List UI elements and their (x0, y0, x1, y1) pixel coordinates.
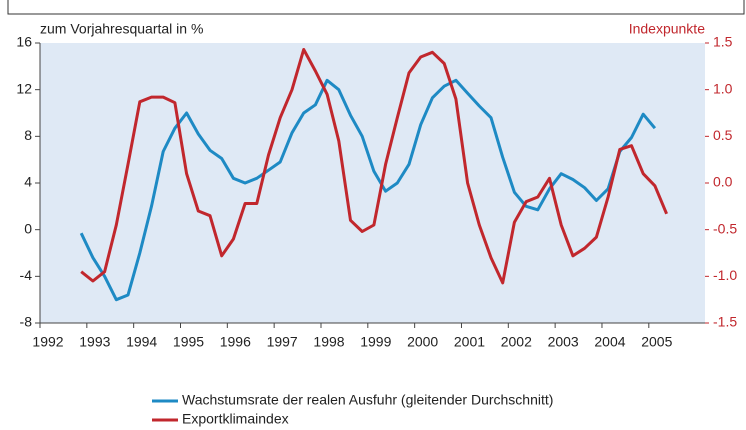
x-tick-label: 1993 (79, 334, 110, 350)
y2-tick-label: 1.0 (713, 80, 733, 96)
x-tick-label: 2000 (407, 334, 438, 350)
legend-label: Wachstumsrate der realen Ausfuhr (gleite… (182, 392, 553, 408)
y2-tick-label: -1.5 (713, 314, 737, 330)
x-tick-label: 2005 (641, 334, 672, 350)
x-tick-label: 1997 (267, 334, 298, 350)
series-line (80, 48, 668, 285)
y2-axis-label: Indexpunkte (629, 21, 705, 37)
x-tick-label: 1996 (220, 334, 251, 350)
y-axis-label: zum Vorjahresquartal in % (40, 21, 203, 37)
y-tick-label: 4 (24, 174, 32, 190)
y-tick-label: 16 (16, 34, 32, 50)
y-tick-label: 12 (16, 80, 32, 96)
y-tick-label: -4 (20, 267, 33, 283)
legend-label: Exportklimaindex (182, 411, 289, 427)
y2-tick-label: -1.0 (713, 267, 737, 283)
y2-tick-label: 0.5 (713, 127, 733, 143)
x-tick-label: 1994 (126, 334, 157, 350)
series-line (79, 78, 657, 302)
x-tick-label: 1995 (173, 334, 204, 350)
y-tick-label: 8 (24, 127, 32, 143)
x-tick-label: 1998 (313, 334, 344, 350)
x-tick-label: 1992 (32, 334, 63, 350)
x-tick-label: 2002 (501, 334, 532, 350)
frame (7, 0, 745, 15)
y2-tick-label: 1.5 (713, 34, 733, 50)
y-tick-label: -8 (20, 314, 33, 330)
y-tick-label: 0 (24, 220, 32, 236)
x-tick-label: 1999 (360, 334, 391, 350)
y2-tick-label: 0.0 (713, 174, 733, 190)
x-tick-label: 2004 (594, 334, 625, 350)
y2-tick-label: -0.5 (713, 220, 737, 236)
x-tick-label: 2001 (454, 334, 485, 350)
x-tick-label: 2003 (548, 334, 579, 350)
plot-area (40, 43, 705, 323)
